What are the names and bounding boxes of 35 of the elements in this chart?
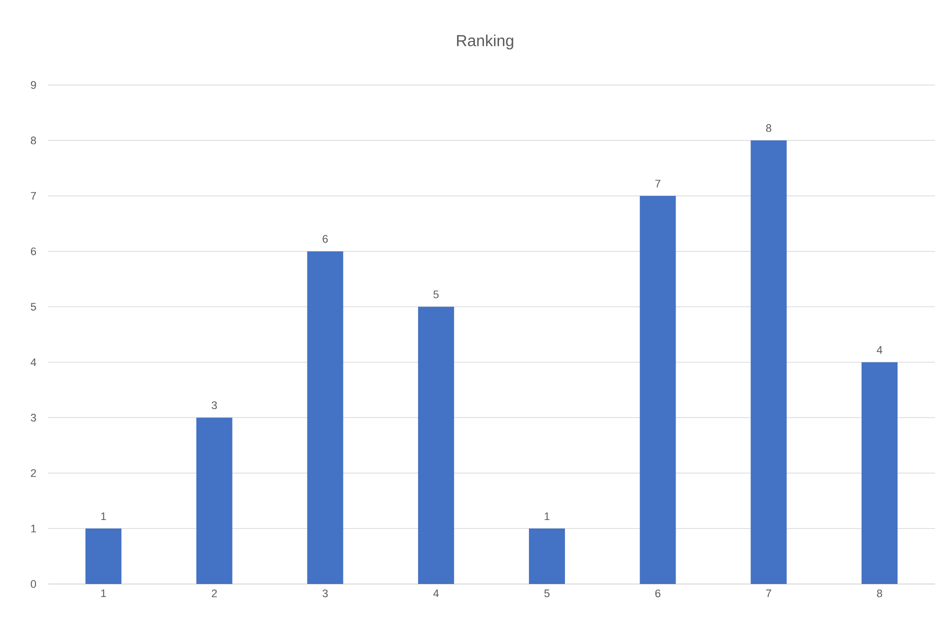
bar <box>418 306 454 584</box>
y-tick-label: 9 <box>30 81 36 89</box>
chart-title: Ranking <box>457 34 514 50</box>
x-tick-label: 8 <box>876 590 882 598</box>
x-tick-label: 1 <box>101 590 106 598</box>
bar <box>862 362 898 584</box>
y-tick-label: 2 <box>30 469 36 477</box>
bar <box>307 251 344 584</box>
y-tick-label: 1 <box>31 524 36 532</box>
data-label: 4 <box>876 346 882 354</box>
y-tick-label: 0 <box>30 580 36 588</box>
data-label: 7 <box>655 180 660 188</box>
x-tick-label: 3 <box>322 590 328 598</box>
y-tick-label: 7 <box>30 192 36 200</box>
data-label: 5 <box>433 290 439 298</box>
x-tick-label: 4 <box>433 590 439 598</box>
y-tick-label: 4 <box>30 358 36 366</box>
y-tick-label: 3 <box>30 414 36 422</box>
data-label: 3 <box>212 401 217 410</box>
bar <box>196 418 232 584</box>
bar <box>640 196 676 584</box>
y-tick-label: 6 <box>30 247 36 256</box>
bar <box>528 528 565 584</box>
x-tick-label: 6 <box>655 590 660 598</box>
y-tick-label: 8 <box>30 136 36 144</box>
bar <box>750 140 787 584</box>
data-label: 8 <box>766 124 772 132</box>
x-tick-label: 2 <box>212 590 217 598</box>
y-tick-label: 5 <box>30 302 36 311</box>
data-label: 1 <box>101 512 106 520</box>
data-label: 1 <box>544 512 550 520</box>
bar <box>85 528 122 584</box>
x-tick-label: 7 <box>766 590 772 598</box>
x-tick-label: 5 <box>544 590 550 598</box>
data-label: 6 <box>322 235 328 243</box>
